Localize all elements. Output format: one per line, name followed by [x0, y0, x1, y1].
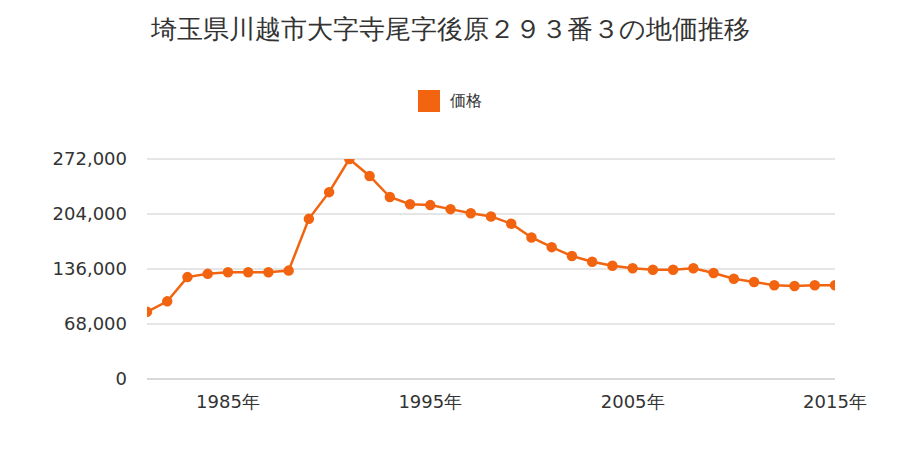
html-text:埼玉県川越市大字寺尾字後原２９３番３の地価推移: 埼玉県川越市大字寺尾字後原２９３番３の地価推移 — [150, 14, 750, 44]
html-text:価格: 価格 — [450, 90, 482, 110]
svg-text:0: 0 — [116, 368, 127, 389]
svg-text:2015年: 2015年 — [803, 391, 867, 412]
svg-text:204,000: 204,000 — [53, 203, 127, 224]
svg-text:1985年: 1985年 — [196, 391, 260, 412]
svg-text:2005年: 2005年 — [601, 391, 665, 412]
svg-text:1995年: 1995年 — [398, 391, 462, 412]
svg-text:136,000: 136,000 — [53, 258, 127, 279]
svg-text:68,000: 68,000 — [64, 313, 127, 334]
svg-text:272,000: 272,000 — [53, 148, 127, 169]
